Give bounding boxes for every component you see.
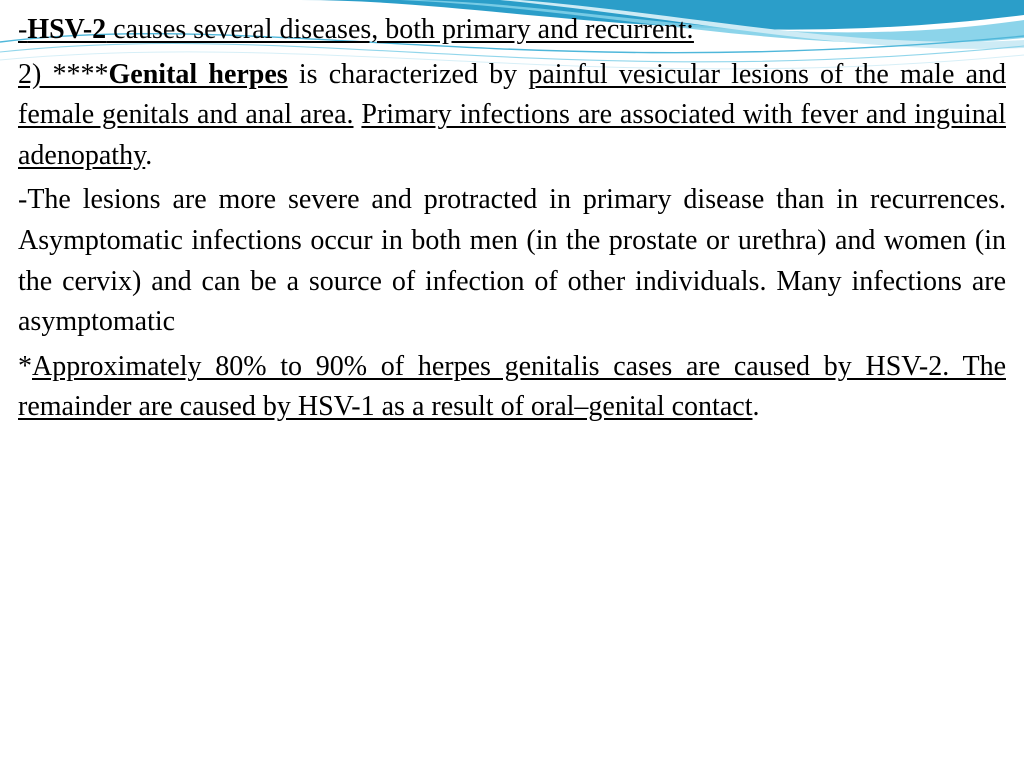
title-rest: causes several diseases, both primary an…: [106, 14, 694, 45]
slide-body: -HSV-2 causes several diseases, both pri…: [0, 0, 1024, 428]
point-term: Genital herpes: [109, 59, 288, 90]
stats-body: Approximately 80% to 90% of herpes genit…: [18, 351, 1006, 423]
title-prefix: -: [18, 14, 27, 45]
point-lead: 2) ****: [18, 59, 109, 90]
para-stats: *Approximately 80% to 90% of herpes geni…: [18, 347, 1006, 428]
para-lesions: -The lesions are more severe and protrac…: [18, 180, 1006, 342]
point-mid: is characterized by: [288, 59, 529, 90]
stats-period: .: [752, 391, 759, 422]
point-genital-herpes: 2) ****Genital herpes is characterized b…: [18, 55, 1006, 177]
title-line: -HSV-2 causes several diseases, both pri…: [18, 10, 1006, 51]
title-subject: HSV-2: [27, 14, 106, 45]
stats-star: *: [18, 351, 32, 382]
point-period: .: [145, 140, 152, 171]
